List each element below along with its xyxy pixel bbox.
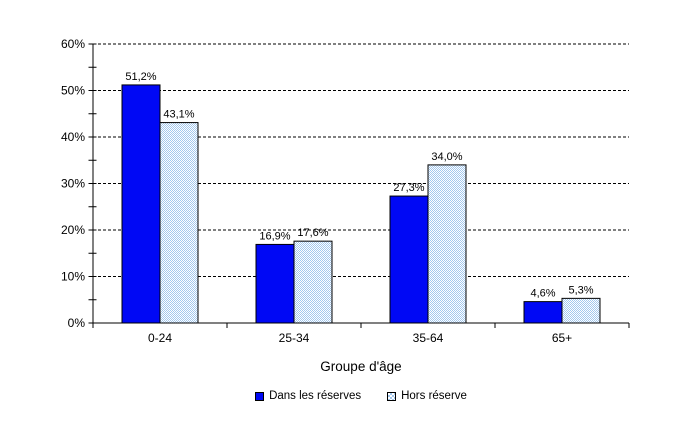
legend-label: Hors réserve — [401, 390, 467, 402]
y-tick-label: 40% — [61, 130, 85, 144]
bar-1-1 — [293, 240, 333, 324]
bar-0-3 — [523, 301, 563, 324]
legend-item-1: Hors réserve — [387, 390, 467, 402]
legend-label: Dans les réserves — [269, 390, 362, 402]
bar-0-0 — [121, 84, 161, 324]
legend-swatch-solid-icon — [255, 391, 265, 401]
legend: Dans les réserves Hors réserve — [93, 390, 629, 402]
legend-swatch-checker-icon — [387, 391, 397, 401]
x-category-label: 65+ — [552, 331, 572, 345]
bar-value-label: 51,2% — [125, 71, 156, 83]
bar-value-label: 27,3% — [393, 182, 424, 194]
x-axis-title: Groupe d'âge — [320, 359, 402, 374]
bar-value-label: 17,6% — [297, 227, 328, 239]
bar-value-label: 34,0% — [431, 151, 462, 163]
bar-1-3 — [561, 297, 601, 324]
bar-1-2 — [427, 164, 467, 324]
x-category-label: 0-24 — [148, 331, 172, 345]
bar-0-1 — [255, 243, 295, 324]
bar-value-label: 16,9% — [259, 230, 290, 242]
bar-value-label: 5,3% — [568, 284, 593, 296]
x-category-label: 35-64 — [413, 331, 444, 345]
bar-value-label: 4,6% — [530, 288, 555, 300]
y-tick-label: 30% — [61, 177, 85, 191]
bar-0-2 — [389, 195, 429, 324]
x-category-label: 25-34 — [279, 331, 310, 345]
bar-value-label: 43,1% — [163, 109, 194, 121]
y-tick-label: 60% — [61, 37, 85, 51]
y-tick-label: 0% — [68, 316, 86, 330]
y-tick-label: 20% — [61, 223, 85, 237]
y-tick-label: 10% — [61, 270, 85, 284]
bar-1-0 — [159, 122, 199, 324]
legend-item-0: Dans les réserves — [255, 390, 361, 402]
y-tick-label: 50% — [61, 84, 85, 98]
